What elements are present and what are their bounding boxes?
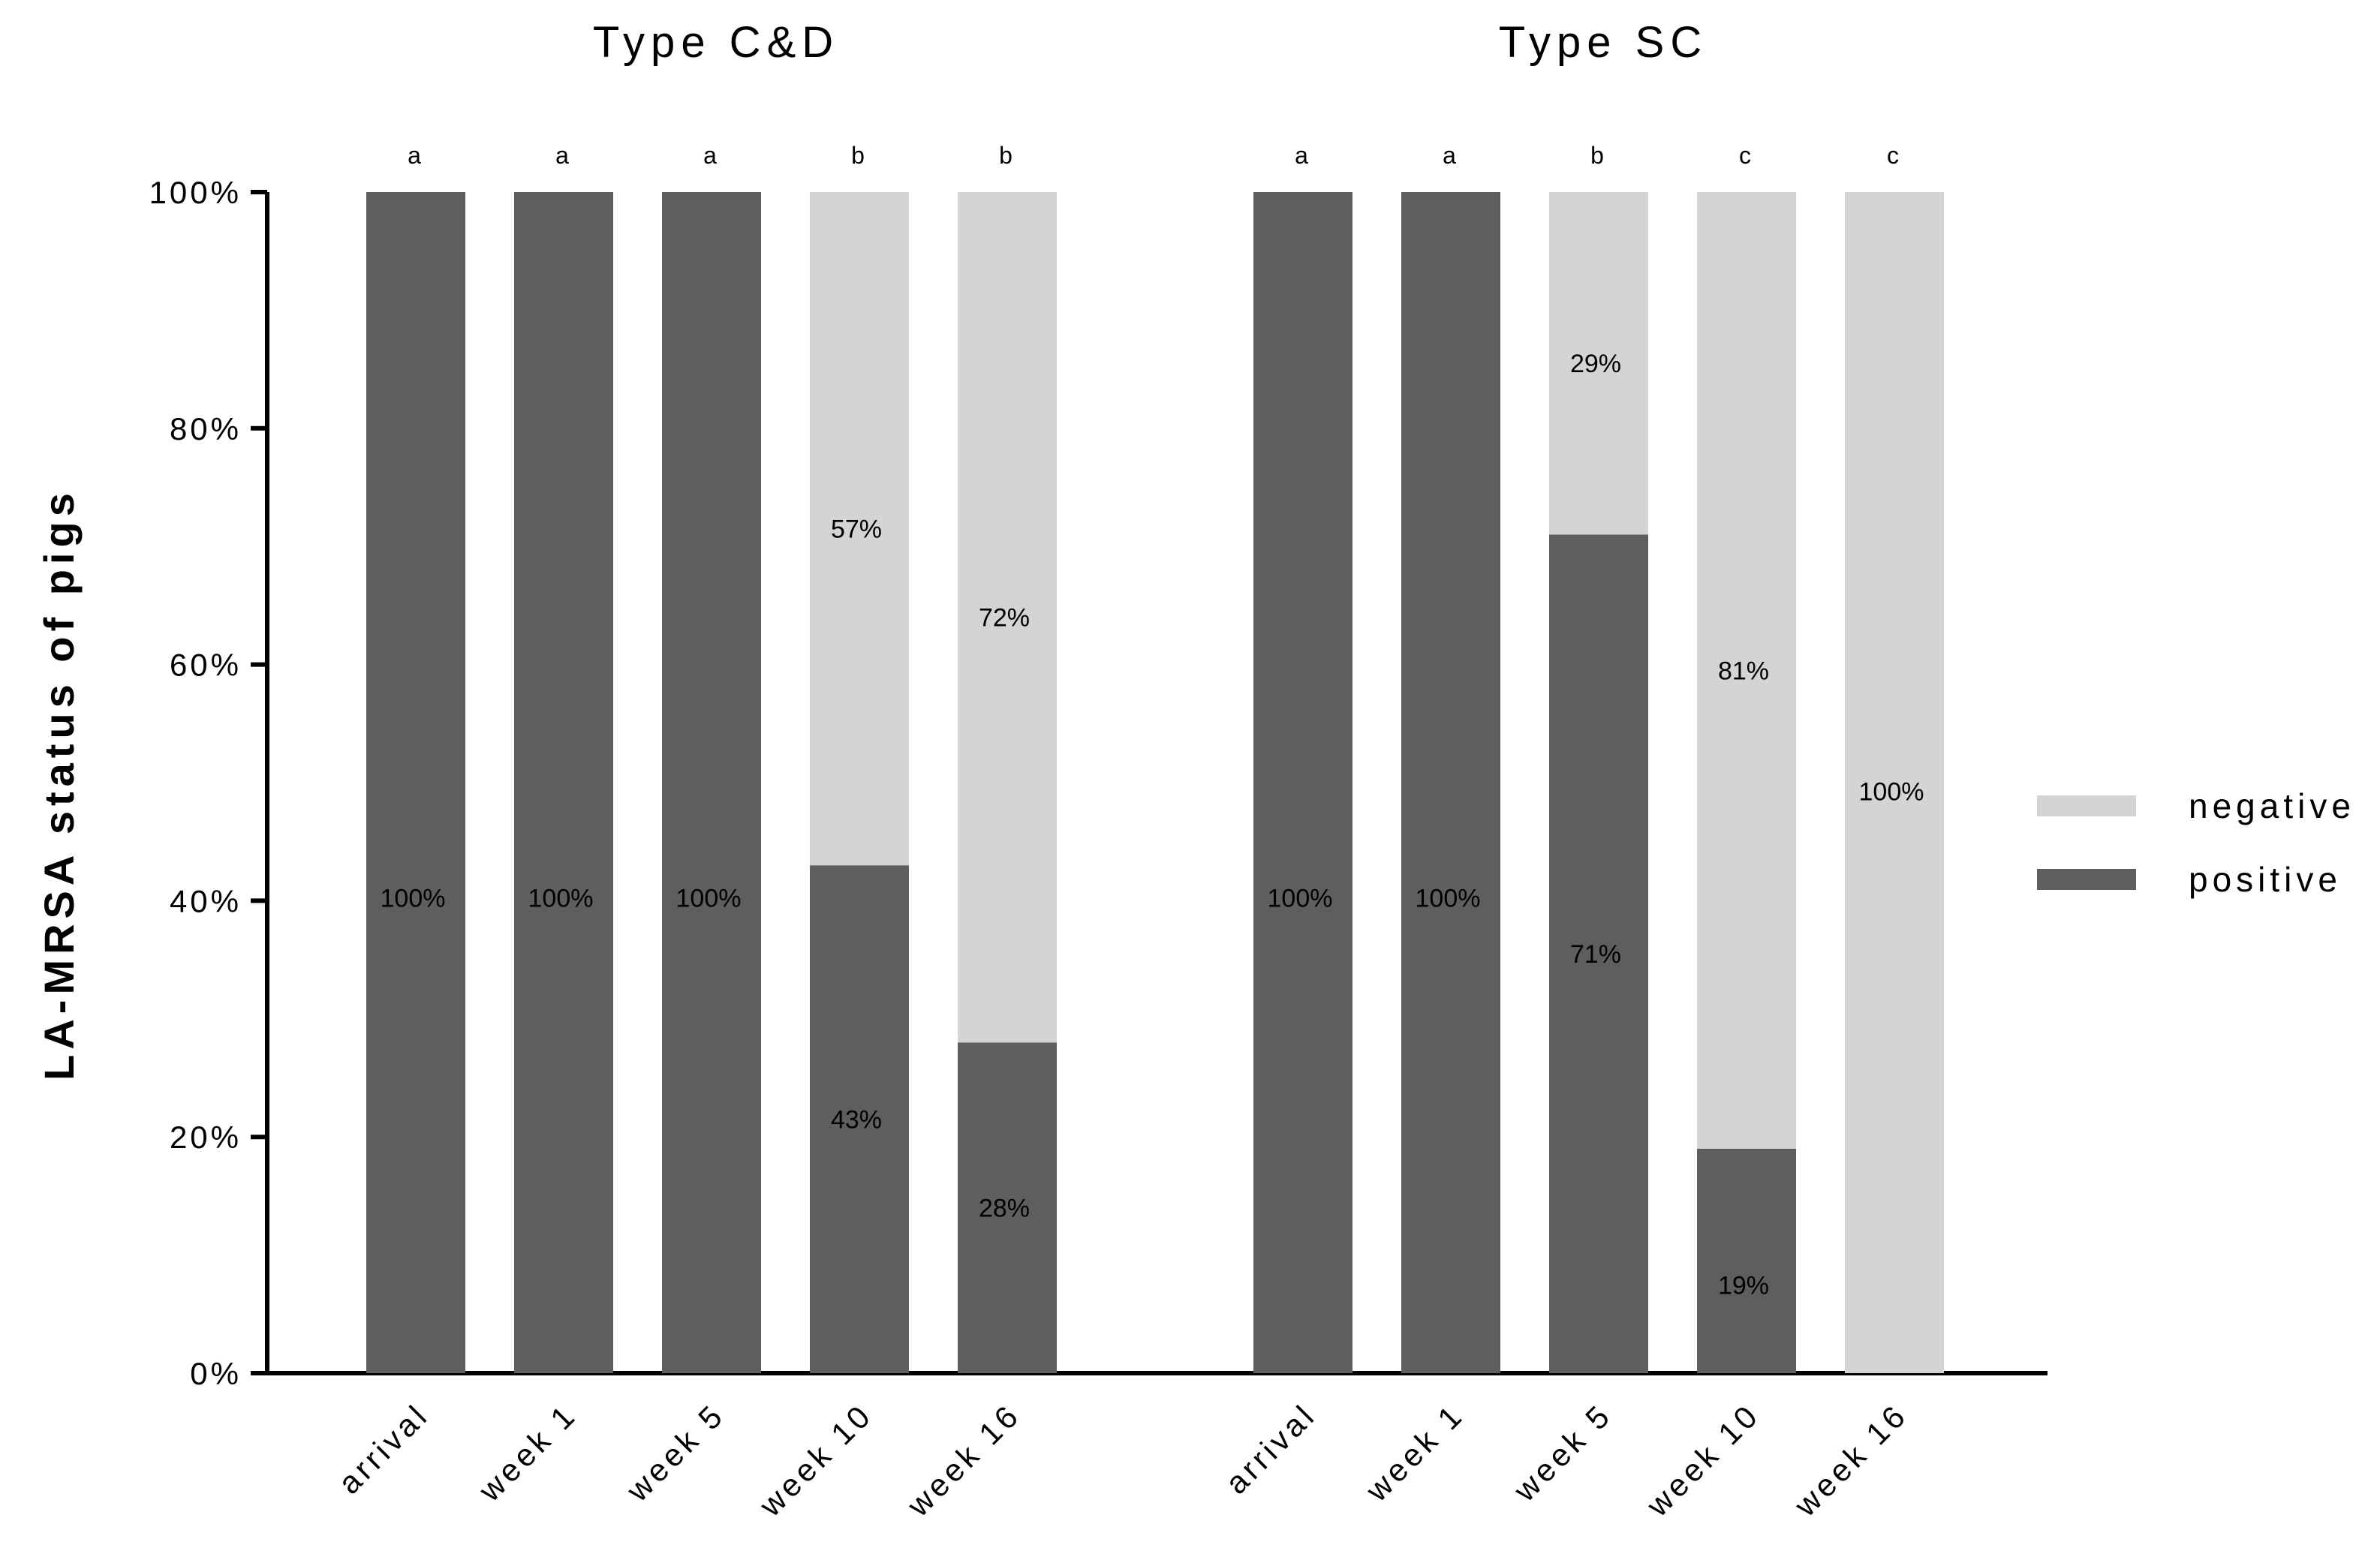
bar-label-negative: 81% <box>1718 657 1769 685</box>
x-tick-label: arrival <box>332 1396 436 1501</box>
bar-label-positive: 100% <box>676 884 742 912</box>
bar-positive <box>1253 192 1352 1373</box>
bar-negative <box>1697 192 1796 1149</box>
significance-letter: a <box>1295 142 1308 169</box>
x-tick-label: week 10 <box>1639 1396 1766 1523</box>
y-tick-label: 60% <box>170 648 242 683</box>
significance-letter: b <box>999 142 1012 169</box>
bar-label-negative: 57% <box>831 515 882 544</box>
bar-positive <box>1697 1148 1796 1373</box>
legend-swatch-positive <box>2037 869 2136 890</box>
x-tick-label: week 5 <box>1506 1396 1618 1508</box>
bar-label-negative: 29% <box>1570 350 1621 378</box>
bar-positive <box>1549 534 1648 1374</box>
bar-positive <box>662 192 761 1373</box>
x-tick-label: week 16 <box>1787 1396 1914 1523</box>
group-title: Type SC <box>1499 18 1708 67</box>
significance-letter: c <box>1887 142 1899 169</box>
y-tick-label: 20% <box>170 1120 242 1155</box>
bar-negative <box>1845 192 1944 1373</box>
bar-negative <box>1549 192 1648 535</box>
significance-letter: b <box>851 142 865 169</box>
bar-label-positive: 100% <box>381 884 446 912</box>
legend-label-positive: positive <box>2189 860 2342 899</box>
bar-label-positive: 100% <box>528 884 594 912</box>
bar-label-negative: 100% <box>1859 778 1924 807</box>
y-tick-label: 40% <box>170 883 242 918</box>
significance-letter: a <box>408 142 421 169</box>
x-tick-label: week 1 <box>1358 1396 1470 1508</box>
bar-negative <box>810 192 909 866</box>
y-tick-label: 100% <box>149 175 242 210</box>
y-tick-label: 0% <box>190 1356 242 1391</box>
legend-swatch-negative <box>2037 795 2136 816</box>
bar-label-positive: 28% <box>979 1195 1030 1223</box>
x-tick-label: week 1 <box>471 1396 583 1508</box>
bar-label-positive: 19% <box>1718 1271 1769 1300</box>
bar-label-positive: 100% <box>1268 884 1333 912</box>
significance-letter: a <box>703 142 717 169</box>
x-tick-label: week 10 <box>752 1396 879 1523</box>
significance-letter: c <box>1739 142 1751 169</box>
legend-label-negative: negative <box>2189 786 2355 825</box>
x-tick-label: arrival <box>1219 1396 1323 1501</box>
group-title: Type C&D <box>593 18 839 67</box>
bar-negative <box>958 192 1057 1043</box>
bar-label-positive: 43% <box>831 1106 882 1135</box>
y-axis-label: LA-MRSA status of pigs <box>35 488 83 1081</box>
significance-letter: a <box>555 142 569 169</box>
x-tick-label: week 16 <box>900 1396 1027 1523</box>
bar-label-positive: 71% <box>1570 940 1621 969</box>
x-tick-label: week 5 <box>619 1396 731 1508</box>
y-tick-label: 80% <box>170 411 242 446</box>
bar-label-positive: 100% <box>1416 884 1481 912</box>
bar-positive <box>366 192 465 1373</box>
significance-letter: b <box>1590 142 1604 169</box>
bar-positive <box>514 192 613 1373</box>
significance-letter: a <box>1443 142 1456 169</box>
bar-positive <box>1401 192 1500 1373</box>
bar-positive <box>958 1042 1057 1373</box>
bar-positive <box>810 865 909 1373</box>
bar-label-negative: 72% <box>979 604 1030 633</box>
